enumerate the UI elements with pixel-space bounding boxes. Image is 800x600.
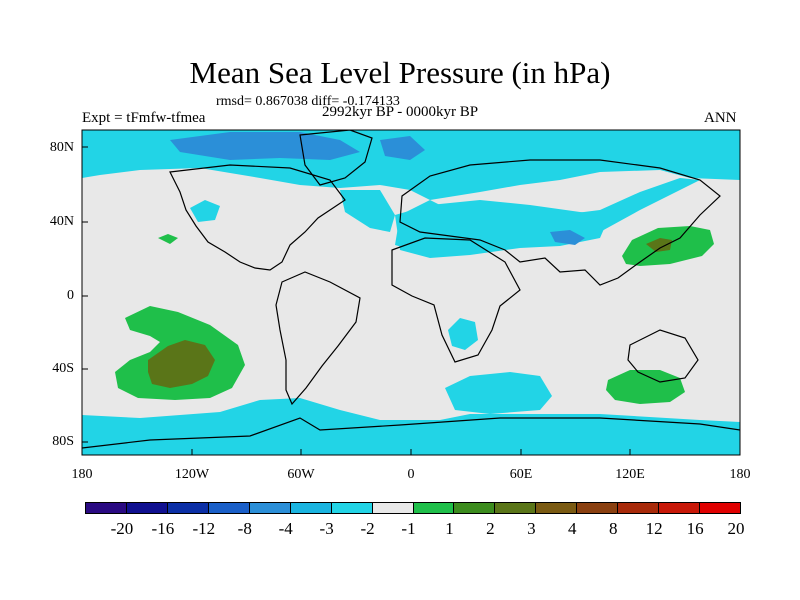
eurasia-outline: [399, 159, 721, 286]
field-layer: [82, 130, 740, 455]
colorbar-label: 8: [608, 519, 618, 538]
colorbar-swatch: [166, 502, 209, 514]
colorbar-swatch: [576, 502, 619, 514]
colorbar-swatch: [535, 502, 578, 514]
colorbar-label: -16: [151, 519, 175, 538]
south-pacific-high-core: [148, 340, 215, 388]
south-america-outline: [275, 271, 361, 406]
colorbar-label: 3: [527, 519, 536, 538]
greenland-outline: [299, 130, 373, 186]
lon-label-60w: 60W: [287, 467, 315, 482]
colorbar-swatch: [85, 502, 127, 514]
colorbar-label: -8: [237, 519, 252, 538]
colorbar-swatch: [330, 502, 373, 514]
colorbar-label: 2: [486, 519, 495, 538]
experiment-label: Expt = tFmfw-tfmea: [82, 110, 206, 126]
greenland-low-region: [170, 132, 360, 160]
colorbar-label: -12: [192, 519, 216, 538]
colorbar-label: 4: [568, 519, 577, 538]
eurasia-negative-region: [395, 200, 610, 258]
stats-label: rmsd= 0.867038 diff= -0.174133: [216, 94, 400, 109]
colorbar-label: 16: [686, 519, 704, 538]
colorbar-label: -3: [319, 519, 334, 538]
colorbar-swatch: [248, 502, 291, 514]
colorbar-swatch: [289, 502, 332, 514]
colorbar-label: 20: [727, 519, 745, 538]
southern-ocean-negative-region: [82, 398, 740, 455]
south-atlantic-negative-region: [445, 372, 552, 414]
colorbar-label: 1: [445, 519, 454, 538]
south-pacific-small-positive: [158, 234, 178, 244]
colorbar-swatch: [658, 502, 701, 514]
north-america-outline: [169, 164, 346, 271]
chart-title: Mean Sea Level Pressure (in hPa): [189, 55, 611, 90]
colorbar-label: -2: [360, 519, 375, 538]
australia-outline: [627, 329, 699, 383]
colorbar-swatch: [494, 502, 537, 514]
colorbar-swatch: [617, 502, 660, 514]
colorbar-swatch: [371, 502, 414, 514]
colorbar-label: -1: [401, 519, 416, 538]
axis-ticks: [82, 146, 631, 455]
pacific-negative-region: [190, 200, 220, 222]
central-asia-low-region: [550, 230, 585, 245]
coastlines: [82, 130, 740, 449]
colorbar-swatch: [125, 502, 168, 514]
season-label: ANN: [704, 110, 737, 126]
indian-ocean-positive-region: [606, 370, 685, 404]
colorbar-swatch: [699, 502, 741, 514]
lat-label-40s: 40S: [52, 361, 74, 376]
colorbar-label: -4: [278, 519, 293, 538]
colorbar-swatch: [207, 502, 250, 514]
lon-label-180w: 180: [71, 467, 93, 482]
lat-label-40n: 40N: [49, 214, 74, 229]
barents-low-region: [380, 136, 425, 160]
atlantic-negative-region: [340, 190, 395, 232]
colorbar-label: -20: [110, 519, 134, 538]
colorbar-swatch: [453, 502, 496, 514]
colorbar-label: 12: [645, 519, 663, 538]
lat-label-80s: 80S: [52, 434, 74, 449]
period-label: 2992kyr BP - 0000kyr BP: [322, 104, 479, 120]
lat-label-80n: 80N: [49, 140, 74, 155]
southern-africa-negative-region: [448, 318, 478, 350]
africa-outline: [391, 237, 521, 363]
northwest-pacific-high-core: [646, 238, 672, 252]
lon-label-180e: 180: [729, 467, 751, 482]
lon-label-60e: 60E: [509, 467, 533, 482]
lat-label-0: 0: [67, 288, 74, 303]
lon-label-0: 0: [407, 467, 415, 482]
colorbar-swatch: [412, 502, 455, 514]
lon-label-120e: 120E: [615, 467, 645, 482]
lon-label-120w: 120W: [174, 467, 210, 482]
antarctica-outline: [82, 417, 740, 449]
